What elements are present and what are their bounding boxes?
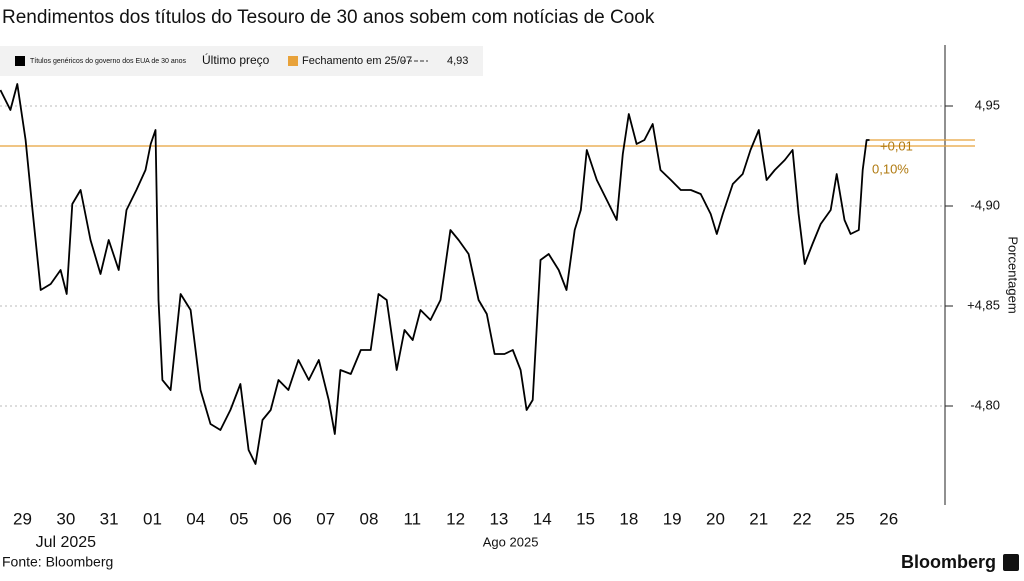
x-tick-label: 19 [663,509,682,528]
chart-title: Rendimentos dos títulos do Tesouro de 30… [2,7,655,28]
x-tick-label: 31 [100,509,119,528]
month-label: Ago 2025 [483,534,539,549]
x-tick-label: 18 [619,509,638,528]
legend-label: Títulos genéricos do governo dos EUA de … [30,58,187,65]
x-tick-label: 22 [793,509,812,528]
y-tick-label: +4,85 [967,297,1000,312]
series-line [0,83,870,465]
legend-swatch [15,56,25,66]
source: Fonte: Bloomberg [2,554,113,570]
legend-value: 4,93 [447,55,468,67]
annotation: +0,01 [880,138,913,153]
x-tick-label: 11 [403,509,421,528]
x-tick-label: 26 [879,509,898,528]
legend-label: Fechamento em 25/07 [302,55,412,67]
x-tick-label: 30 [56,509,75,528]
x-tick-label: 14 [533,509,552,528]
x-tick-label: 08 [360,509,379,528]
x-tick-label: 20 [706,509,725,528]
x-tick-label: 04 [186,509,205,528]
x-tick-label: 01 [143,509,162,528]
legend-swatch [288,56,298,66]
brand: Bloomberg [901,552,996,572]
x-tick-label: 13 [489,509,508,528]
x-tick-label: 07 [316,509,335,528]
y-tick-label: -4,90 [970,197,1000,212]
x-tick-label: 05 [230,509,249,528]
y-tick-label: 4,95 [975,97,1000,112]
x-tick-label: 29 [13,509,32,528]
month-label: Jul 2025 [36,534,97,551]
y-axis-label: Porcentagem [1006,236,1021,313]
brand-icon [1003,554,1019,571]
x-tick-label: 15 [576,509,595,528]
x-tick-label: 12 [446,509,465,528]
legend-label: Último preço [202,52,270,67]
x-tick-label: 25 [836,509,855,528]
annotation: 0,10% [872,161,909,176]
y-tick-label: -4,80 [970,397,1000,412]
x-tick-label: 06 [273,509,292,528]
x-tick-label: 21 [749,509,768,528]
